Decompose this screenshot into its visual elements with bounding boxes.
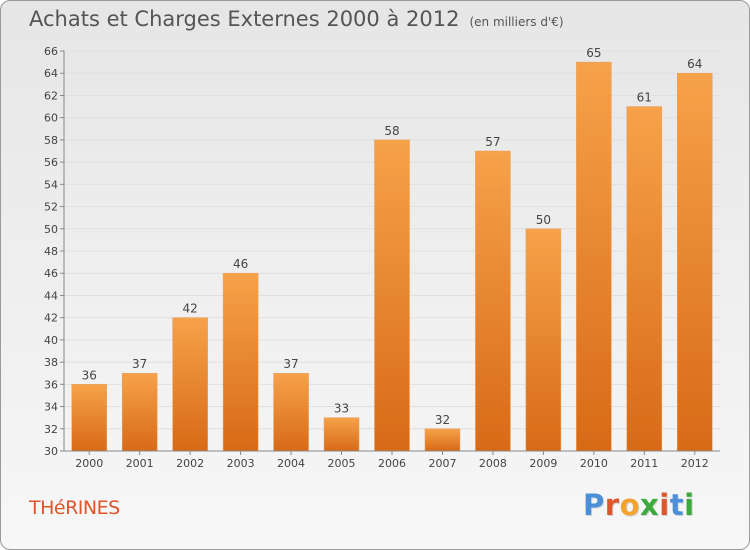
- bars: 36 37 42 46 37 33 58 32 57 50 65 61 64: [71, 46, 713, 452]
- commune-name: THéRINES: [29, 497, 120, 519]
- x-tick-label: 2000: [75, 457, 103, 470]
- data-label: 42: [183, 302, 198, 316]
- x-tick-label: 2004: [277, 457, 305, 470]
- bar-2001: [121, 372, 158, 452]
- logo-letter: P: [583, 488, 605, 522]
- y-tick-label: 52: [44, 201, 58, 214]
- bar-2009: [525, 228, 562, 452]
- y-tick-label: 66: [44, 45, 58, 58]
- logo-letter: i: [684, 488, 695, 522]
- x-tick-label: 2010: [580, 457, 608, 470]
- y-tick-label: 56: [44, 156, 58, 169]
- y-tick-label: 50: [44, 223, 58, 236]
- data-label: 37: [132, 357, 147, 371]
- bar-2000: [71, 384, 107, 452]
- data-label: 46: [233, 257, 248, 271]
- x-tick-label: 2001: [126, 457, 154, 470]
- bar-2003: [222, 272, 259, 452]
- y-tick-label: 62: [44, 89, 58, 102]
- x-tick-label: 2012: [681, 457, 709, 470]
- bar-2011: [626, 106, 663, 452]
- data-label: 33: [334, 402, 349, 416]
- bar-2010: [576, 61, 612, 452]
- y-tick-label: 30: [44, 445, 58, 458]
- logo-letter: o: [619, 488, 641, 522]
- bar-2005: [323, 417, 360, 452]
- x-tick-label: 2002: [176, 457, 204, 470]
- y-tick-label: 64: [44, 67, 58, 80]
- bar-2004: [273, 372, 309, 452]
- data-label: 64: [687, 57, 702, 71]
- x-tick-label: 2006: [378, 457, 406, 470]
- y-tick-label: 46: [44, 267, 58, 280]
- x-tick-label: 2003: [227, 457, 255, 470]
- logo-letter: x: [640, 488, 660, 522]
- y-tick-label: 34: [44, 401, 58, 414]
- bar-2012: [677, 72, 713, 452]
- x-tick-label: 2011: [630, 457, 658, 470]
- data-label: 36: [82, 368, 97, 382]
- y-tick-label: 36: [44, 378, 58, 391]
- bar-2006: [374, 139, 410, 452]
- x-tick-label: 2009: [529, 457, 557, 470]
- chart-subtitle: (en milliers d'€): [469, 15, 564, 29]
- y-tick-label: 58: [44, 134, 58, 147]
- y-tick-label: 32: [44, 423, 58, 436]
- y-tick-label: 38: [44, 356, 58, 369]
- data-label: 50: [536, 213, 551, 227]
- data-label: 32: [435, 413, 450, 427]
- y-tick-label: 54: [44, 178, 58, 191]
- y-tick-label: 60: [44, 112, 58, 125]
- data-label: 65: [586, 46, 601, 60]
- y-tick-label: 42: [44, 312, 58, 325]
- y-tick-label: 44: [44, 289, 58, 302]
- title-text: Achats et Charges Externes 2000 à 2012: [29, 7, 460, 31]
- bar-2002: [172, 317, 208, 452]
- chart-title: Achats et Charges Externes 2000 à 2012 (e…: [29, 7, 564, 31]
- x-tick-label: 2005: [328, 457, 356, 470]
- y-tick-label: 40: [44, 334, 58, 347]
- data-label: 37: [283, 357, 298, 371]
- bar-2007: [424, 428, 461, 452]
- bar-2008: [475, 150, 511, 452]
- data-label: 61: [637, 91, 652, 105]
- x-tick-label: 2008: [479, 457, 507, 470]
- data-label: 58: [384, 124, 399, 138]
- proxiti-logo: Proxiti: [583, 488, 695, 522]
- logo-letter: r: [604, 488, 620, 522]
- y-tick-label: 48: [44, 245, 58, 258]
- x-tick-label: 2007: [428, 457, 456, 470]
- logo-letter: t: [669, 488, 685, 522]
- axes: 30 32 34 36 38 40 42 44 46 48 50 52 54 56 58 60 62 64 66 20…: [44, 45, 720, 470]
- data-label: 57: [485, 135, 500, 149]
- logo-letter: i: [659, 488, 670, 522]
